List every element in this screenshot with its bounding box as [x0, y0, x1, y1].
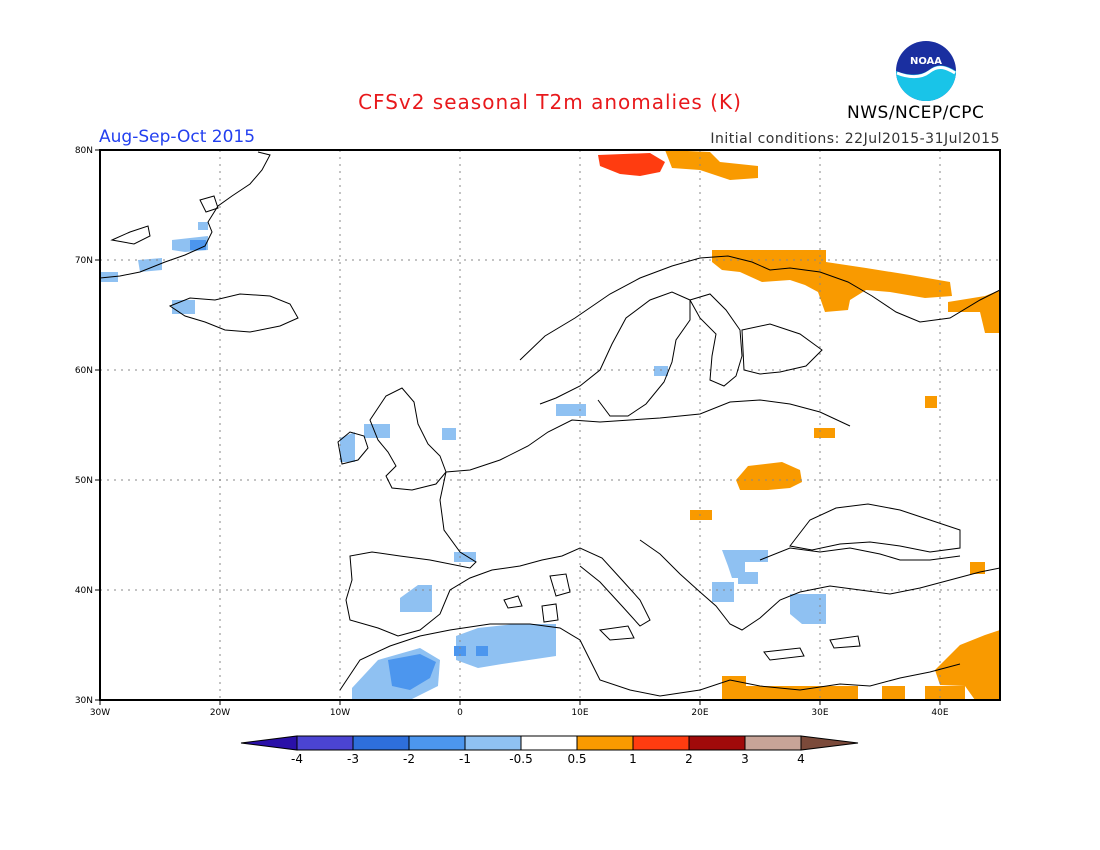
anomaly-scotland — [364, 424, 390, 438]
colorbar-swatch — [576, 735, 634, 751]
chart-title: CFSv2 seasonal T2m anomalies (K) — [358, 90, 742, 114]
colorbar-swatch — [408, 735, 466, 751]
anomaly-aegean — [790, 594, 826, 624]
colorbar-label: -1 — [459, 752, 471, 766]
anomaly-fills — [100, 150, 1000, 700]
colorbar-label: -0.5 — [509, 752, 533, 766]
colorbar-swatch — [352, 735, 410, 751]
lat-label-30n: 30N — [75, 696, 93, 706]
lon-label-0: 0 — [457, 708, 463, 718]
anomaly-dot-russia — [925, 396, 937, 408]
lat-label-40n: 40N — [75, 586, 93, 596]
anomaly-pyrenees — [454, 552, 476, 562]
map-grid — [100, 150, 1000, 700]
anomaly-levant — [935, 630, 1000, 700]
noaa-logo-icon: NOAA — [896, 41, 956, 101]
colorbar-arrow-low — [240, 735, 298, 751]
agency-label: NWS/NCEP/CPC — [847, 103, 985, 123]
lat-label-50n: 50N — [75, 476, 93, 486]
anomaly-denmark — [556, 404, 586, 416]
anomaly-iceland — [172, 300, 195, 314]
anomaly-greenland-south — [138, 258, 162, 272]
anomaly-sweden — [654, 366, 668, 376]
lon-label-30e: 30E — [811, 708, 828, 718]
anomaly-greenland-deep — [190, 240, 206, 250]
anomaly-sinai — [882, 686, 905, 700]
anomaly-morocco-deep — [388, 654, 436, 690]
colorbar-label: -3 — [347, 752, 359, 766]
colorbar-label: 1 — [629, 752, 637, 766]
anomaly-greenland-dot — [198, 222, 208, 230]
lon-label-10w: 10W — [330, 708, 350, 718]
anomaly-libya-egypt — [722, 676, 858, 700]
anomaly-svalbard-east — [665, 150, 758, 180]
colorbar-swatch — [520, 735, 578, 751]
colorbar-label: 4 — [797, 752, 805, 766]
anomaly-spain — [400, 585, 432, 612]
lon-label-20e: 20E — [691, 708, 708, 718]
colorbar — [240, 735, 859, 751]
lat-label-60n: 60N — [75, 366, 93, 376]
lon-label-40e: 40E — [931, 708, 948, 718]
anomaly-dot-belarus — [814, 428, 835, 438]
anomaly-ireland — [340, 432, 355, 462]
colorbar-label: -4 — [291, 752, 303, 766]
anomaly-algeria-deep2 — [476, 646, 488, 656]
anomaly-greece — [738, 572, 758, 584]
anomaly-hungary — [690, 510, 712, 520]
anomaly-gulf — [925, 686, 965, 700]
lon-label-20w: 20W — [210, 708, 230, 718]
lat-label-70n: 70N — [75, 256, 93, 266]
colorbar-swatch — [744, 735, 802, 751]
lat-axis: 80N 70N 60N 50N 40N 30N — [75, 146, 100, 706]
map-frame — [99, 149, 1001, 701]
colorbar-label: 3 — [741, 752, 749, 766]
anomaly-ukraine — [736, 462, 802, 490]
lon-axis: 30W 20W 10W 0 10E 20E 30E 40E — [90, 700, 949, 718]
initial-conditions: Initial conditions: 22Jul2015-31Jul2015 — [710, 131, 1000, 147]
colorbar-swatch — [632, 735, 690, 751]
colorbar-label: -2 — [403, 752, 415, 766]
lon-label-10e: 10E — [571, 708, 588, 718]
colorbar-swatch — [464, 735, 522, 751]
colorbar-label: 0.5 — [567, 752, 587, 766]
anomaly-albania — [712, 582, 734, 602]
lat-label-80n: 80N — [75, 146, 93, 156]
anomaly-svalbard — [598, 153, 665, 176]
anomaly-nw-russia — [948, 290, 1000, 333]
colorbar-swatch — [296, 735, 354, 751]
anomaly-algeria-deep — [454, 646, 466, 656]
forecast-period: Aug-Sep-Oct 2015 — [99, 127, 256, 147]
anomaly-algeria — [456, 624, 556, 668]
anomaly-kola-barents — [712, 250, 952, 312]
colorbar-arrow-high — [800, 735, 859, 751]
colorbar-label: 2 — [685, 752, 693, 766]
coastlines — [100, 151, 1000, 697]
lon-label-30w: 30W — [90, 708, 110, 718]
anomaly-balkans — [722, 550, 768, 578]
anomaly-turkey-e — [970, 562, 985, 574]
anomaly-england — [442, 428, 456, 440]
colorbar-swatch — [688, 735, 746, 751]
logo-text: NOAA — [910, 56, 942, 67]
